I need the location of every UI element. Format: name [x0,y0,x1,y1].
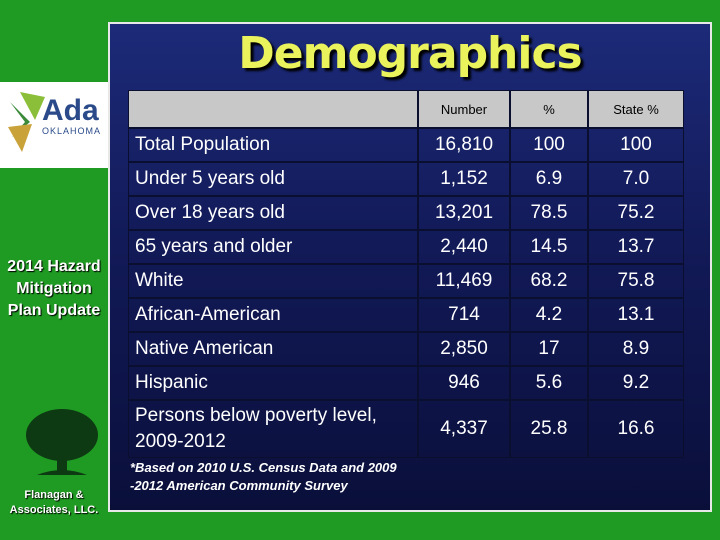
row-value: 946 [418,366,510,400]
row-label: Under 5 years old [128,162,418,196]
header-blank [128,90,418,128]
row-value: 100 [510,128,588,162]
row-value: 9.2 [588,366,684,400]
row-value: 13.7 [588,230,684,264]
logo: Ada OKLAHOMA [0,82,108,168]
row-value: 714 [418,298,510,332]
row-label: White [128,264,418,298]
row-value: 100 [588,128,684,162]
row-value: 17 [510,332,588,366]
row-value: 8.9 [588,332,684,366]
row-value: 16,810 [418,128,510,162]
row-label: Persons below poverty level, 2009-2012 [128,400,418,458]
row-value: 78.5 [510,196,588,230]
row-value: 4,337 [418,400,510,458]
row-value: 4.2 [510,298,588,332]
row-label: 65 years and older [128,230,418,264]
column-header: % [510,90,588,128]
row-value: 75.8 [588,264,684,298]
column-header: Number [418,90,510,128]
row-value: 7.0 [588,162,684,196]
row-label: Total Population [128,128,418,162]
row-value: 68.2 [510,264,588,298]
logo-name: Ada [42,94,99,127]
row-value: 13,201 [418,196,510,230]
footnote: *Based on 2010 U.S. Census Data and 2009… [130,460,397,493]
row-label: African-American [128,298,418,332]
row-value: 75.2 [588,196,684,230]
column-header: State % [588,90,684,128]
logo-state: OKLAHOMA [42,126,101,136]
company-text: Flanagan & Associates, LLC. [9,489,99,516]
row-value: 25.8 [510,400,588,458]
row-label: Hispanic [128,366,418,400]
row-label: Over 18 years old [128,196,418,230]
logo-graphic: Ada OKLAHOMA [8,92,101,152]
tree-icon [26,409,98,475]
row-value: 6.9 [510,162,588,196]
slide-title: Demographics [238,28,583,79]
plan-text: 2014 Hazard Mitigation Plan Update [7,258,101,319]
row-value: 2,440 [418,230,510,264]
row-value: 14.5 [510,230,588,264]
row-value: 16.6 [588,400,684,458]
row-value: 1,152 [418,162,510,196]
row-value: 2,850 [418,332,510,366]
row-value: 13.1 [588,298,684,332]
row-label: Native American [128,332,418,366]
row-value: 11,469 [418,264,510,298]
row-value: 5.6 [510,366,588,400]
